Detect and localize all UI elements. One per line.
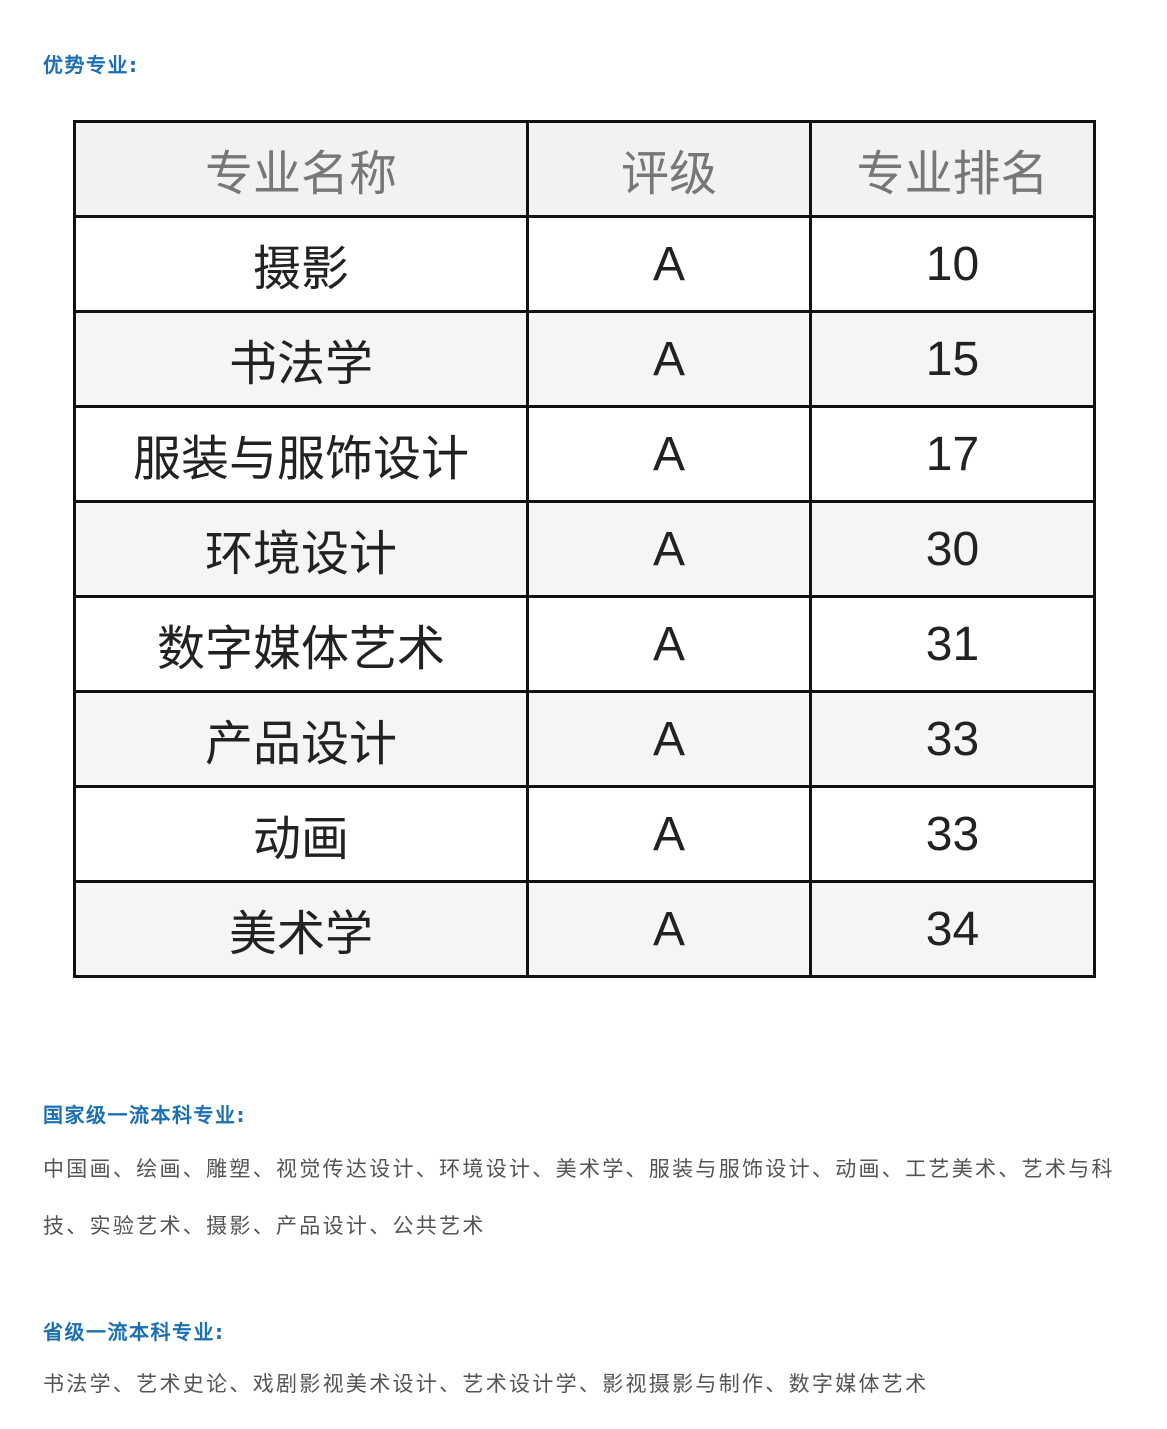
table-header: 专业名称 评级 专业排名 bbox=[73, 120, 1096, 218]
cell-major: 动画 bbox=[73, 785, 529, 883]
table-row: 环境设计 A 30 bbox=[73, 500, 1096, 598]
provincial-heading: 省级一流本科专业: bbox=[43, 1320, 225, 1344]
cell-rank: 34 bbox=[809, 880, 1096, 978]
cell-rank: 33 bbox=[809, 690, 1096, 788]
cell-grade: A bbox=[526, 215, 812, 313]
cell-grade: A bbox=[526, 880, 812, 978]
cell-grade: A bbox=[526, 785, 812, 883]
header-major: 专业名称 bbox=[73, 120, 529, 218]
cell-rank: 31 bbox=[809, 595, 1096, 693]
cell-major: 书法学 bbox=[73, 310, 529, 408]
cell-rank: 33 bbox=[809, 785, 1096, 883]
header-rank: 专业排名 bbox=[809, 120, 1096, 218]
national-text: 中国画、绘画、雕塑、视觉传达设计、环境设计、美术学、服装与服饰设计、动画、工艺美… bbox=[43, 1157, 1115, 1238]
cell-rank: 10 bbox=[809, 215, 1096, 313]
cell-rank: 30 bbox=[809, 500, 1096, 598]
cell-major: 环境设计 bbox=[73, 500, 529, 598]
ranking-table: 专业名称 评级 专业排名 摄影 A 10 书法学 A 15 服装与服饰设计 A 17 环境设计 A 3… bbox=[73, 120, 1096, 978]
provincial-text: 书法学、艺术史论、戏剧影视美术设计、艺术设计学、影视摄影与制作、数字媒体艺术 bbox=[43, 1372, 929, 1396]
cell-rank: 15 bbox=[809, 310, 1096, 408]
national-heading: 国家级一流本科专业: bbox=[43, 1103, 246, 1127]
cell-grade: A bbox=[526, 595, 812, 693]
cell-major: 服装与服饰设计 bbox=[73, 405, 529, 503]
cell-major: 美术学 bbox=[73, 880, 529, 978]
table-row: 美术学 A 34 bbox=[73, 880, 1096, 978]
table-row: 服装与服饰设计 A 17 bbox=[73, 405, 1096, 503]
advantage-heading: 优势专业: bbox=[43, 53, 139, 77]
table-row: 产品设计 A 33 bbox=[73, 690, 1096, 788]
cell-major: 摄影 bbox=[73, 215, 529, 313]
cell-rank: 17 bbox=[809, 405, 1096, 503]
cell-major: 数字媒体艺术 bbox=[73, 595, 529, 693]
table-row: 数字媒体艺术 A 31 bbox=[73, 595, 1096, 693]
cell-grade: A bbox=[526, 310, 812, 408]
cell-grade: A bbox=[526, 500, 812, 598]
header-grade: 评级 bbox=[526, 120, 812, 218]
cell-grade: A bbox=[526, 405, 812, 503]
cell-major: 产品设计 bbox=[73, 690, 529, 788]
cell-grade: A bbox=[526, 690, 812, 788]
table-row: 动画 A 33 bbox=[73, 785, 1096, 883]
table-row: 摄影 A 10 bbox=[73, 215, 1096, 313]
table-row: 书法学 A 15 bbox=[73, 310, 1096, 408]
